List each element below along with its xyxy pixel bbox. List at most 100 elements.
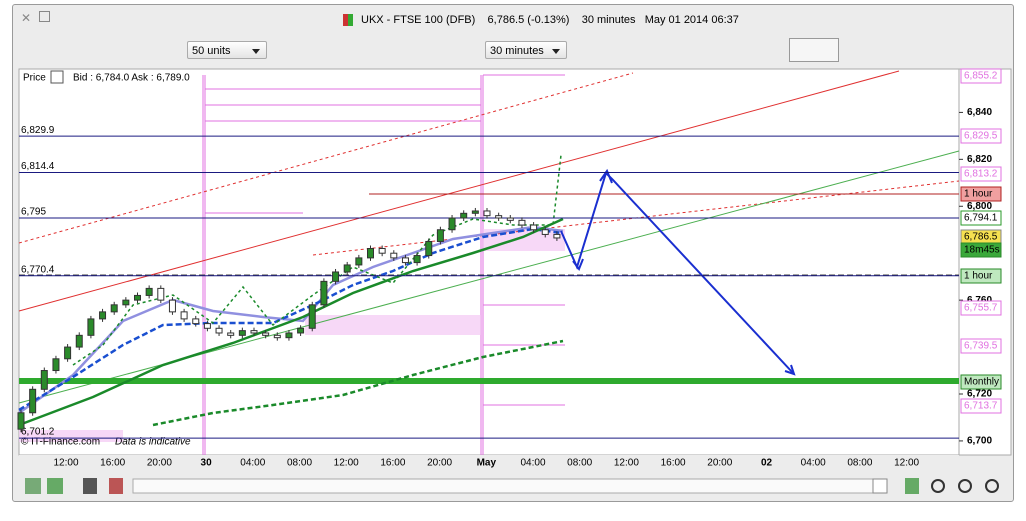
tool-icon[interactable] [25,478,41,494]
interval: 30 minutes [581,14,636,26]
x-tick-label: 08:00 [847,458,872,469]
candle [355,257,363,266]
y-tick-label: 6,820 [967,154,992,165]
x-tick-label: 02 [761,458,773,469]
candle [75,334,83,348]
price: 6,786.5 (-0.13%) [487,14,570,26]
units-dropdown[interactable]: 50 units [187,41,267,59]
tool-icon[interactable] [109,478,123,494]
datetime: May 01 2014 06:37 [644,14,739,26]
axis-tag-label: 6,786.5 [964,232,998,243]
candle [227,332,235,336]
zoom-in[interactable] [985,479,999,493]
y-tick-label: 6,700 [967,436,992,447]
axis-tag [960,210,1002,226]
x-tick-label: 12:00 [614,458,639,469]
zoom-fit[interactable] [931,479,945,493]
x-tick-label: 20:00 [707,458,732,469]
close-button[interactable]: ✕ [21,11,32,25]
candle [297,327,305,334]
candle [203,323,211,329]
axis-tag [960,398,1002,414]
candle [506,217,514,221]
candle [87,318,95,336]
candle [238,330,246,336]
candle [553,233,561,239]
period-dropdown[interactable]: 30 minutes [485,41,567,59]
level-label: 6,814.4 [21,161,55,172]
candle [29,388,37,414]
x-tick-label: 04:00 [240,458,265,469]
candle [367,248,374,259]
settings-icon[interactable] [50,70,64,84]
candle [436,229,444,242]
axis-tag-label: 6,829.5 [964,131,998,142]
candle [40,370,48,390]
candle [401,257,409,264]
x-tick-label: 04:00 [520,458,545,469]
axis-tag [960,186,1002,202]
candle [390,252,398,259]
candle [471,210,479,214]
candle [192,318,200,325]
x-tick-label: 12:00 [53,458,78,469]
axis-tag-label: 1 hour [964,271,993,282]
axis-tag [960,128,1002,144]
candle [460,212,468,219]
x-tick-label: 16:00 [100,458,125,469]
instrument: UKX - FTSE 100 (DFB) [361,14,476,26]
max-button[interactable] [39,11,50,22]
scroll-right[interactable] [872,478,888,494]
level-label: 6,795 [21,207,46,218]
candle [99,311,107,320]
price-label: Price [23,73,46,84]
tool-icon[interactable] [47,478,63,494]
axis-tag-label: 18m45s [964,245,1000,256]
y-tick-label: 6,800 [967,201,992,212]
candle [64,346,72,360]
axis-tag-label: 6,739.5 [964,341,998,352]
axis-tag-label: 6,794.1 [964,213,998,224]
candle [448,217,456,231]
scrollbar[interactable] [132,478,884,494]
chart: Price Bid : 6,784.0 Ask : 6,789.0 © IT-F… [17,68,1012,497]
level-label: 6,829.9 [21,125,55,136]
axis-tag [960,268,1002,284]
candle [308,304,316,329]
axis-tag [960,166,1002,182]
candle [273,334,281,339]
axis-tag [960,242,1002,258]
candle [145,287,153,296]
session-fill [305,315,481,335]
candle [134,294,141,301]
candle [483,210,491,217]
arrow-heads [572,168,796,376]
axis-tag [960,68,1002,84]
tools-button[interactable] [789,38,839,62]
axis-tag [960,374,1002,390]
candle [215,327,223,334]
candle [110,304,118,313]
candle [17,412,25,430]
x-tick-label: 30 [201,458,213,469]
axis-tag [960,300,1002,316]
candle [320,280,328,306]
candle [378,248,386,254]
title: UKX - FTSE 100 (DFB) 6,786.5 (-0.13%) 30… [361,14,739,26]
candle [122,299,130,306]
tool-icon[interactable] [905,478,919,494]
axis-tag-label: 6,855.2 [964,71,998,82]
app-icon [343,14,353,26]
candle [518,219,526,226]
x-tick-label: 16:00 [380,458,405,469]
axis-tag-label: Monthly [964,377,999,388]
candle [157,287,165,301]
tool-icon[interactable] [83,478,97,494]
candle [250,330,258,334]
candle [541,229,549,235]
zoom-out[interactable] [958,479,972,493]
moving-averages [18,154,564,427]
axis-tag-label: 6,713.7 [964,401,998,412]
y-tick-label: 6,760 [967,295,992,306]
quote: Bid : 6,784.0 Ask : 6,789.0 [73,73,190,84]
